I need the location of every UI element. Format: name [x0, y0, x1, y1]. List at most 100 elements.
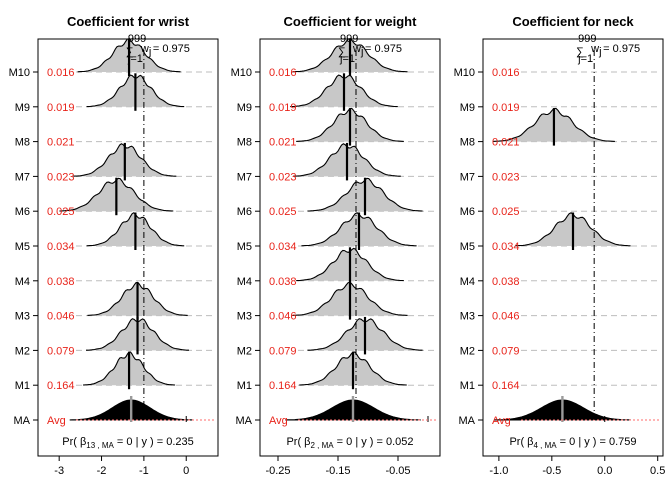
model-label-m7: M7 [237, 171, 252, 183]
weight-label: 0.164 [47, 380, 75, 392]
model-label-m9: M9 [15, 102, 30, 114]
model-label-m8: M8 [460, 137, 475, 149]
prob-zero-label: Pr( β2 , MA = 0 | y ) = 0.052 [286, 436, 413, 450]
model-label-ma: MA [14, 415, 31, 427]
model-label-ma: MA [459, 415, 476, 427]
weight-label: 0.023 [492, 171, 520, 183]
sum-w: w [352, 43, 361, 55]
sum-w-sub: j [148, 46, 151, 58]
prob-zero-label: Pr( β4 , MA = 0 | y ) = 0.759 [509, 436, 636, 450]
weight-label: 0.079 [47, 345, 75, 357]
model-label-m6: M6 [237, 206, 252, 218]
sum-lower: j=1 [339, 53, 355, 65]
model-label-m10: M10 [9, 67, 30, 79]
weight-label: Avg [269, 415, 288, 427]
panel-1: Coefficient for wristM10M9M8M7M6M5M4M3M2… [9, 14, 219, 477]
weight-label: 0.019 [269, 102, 297, 114]
model-label-m1: M1 [15, 380, 30, 392]
weight-label: 0.046 [47, 311, 75, 323]
weight-label: 0.079 [269, 345, 297, 357]
model-label-m10: M10 [231, 67, 252, 79]
sum-symbol: ∑ [576, 46, 584, 58]
weight-label: 0.016 [492, 67, 520, 79]
x-tick-label: -1.0 [489, 465, 508, 477]
weight-label: 0.079 [492, 345, 520, 357]
sum-symbol: ∑ [126, 46, 134, 58]
sum-w: w [590, 43, 599, 55]
weight-label: 0.019 [492, 102, 520, 114]
model-label-m1: M1 [460, 380, 475, 392]
model-label-m5: M5 [15, 241, 30, 253]
weight-label: 0.025 [269, 206, 297, 218]
model-label-m4: M4 [237, 276, 252, 288]
x-tick-label: 0.0 [597, 465, 612, 477]
sum-w-sub: j [598, 46, 601, 58]
weight-label: 0.038 [492, 276, 520, 288]
sum-lower: j=1 [577, 53, 593, 65]
model-label-m3: M3 [15, 311, 30, 323]
model-label-m1: M1 [237, 380, 252, 392]
weight-label: 0.023 [47, 171, 75, 183]
model-label-m4: M4 [15, 276, 30, 288]
model-label-m2: M2 [15, 345, 30, 357]
model-label-m8: M8 [237, 137, 252, 149]
x-tick-label: -0.05 [385, 465, 410, 477]
sum-w: w [140, 43, 149, 55]
model-label-m8: M8 [15, 137, 30, 149]
weight-label: 0.019 [47, 102, 75, 114]
model-label-m5: M5 [460, 241, 475, 253]
weight-label: 0.025 [492, 206, 520, 218]
weight-label: 0.034 [269, 241, 297, 253]
sum-upper: 999 [578, 33, 596, 45]
weight-label: 0.046 [269, 311, 297, 323]
panel-3: Coefficient for neck M10 M9 M8 M7 M6 M5 M4 M3 M2 M… [454, 14, 666, 477]
weight-label: 0.025 [47, 206, 75, 218]
weight-label: 0.038 [269, 276, 297, 288]
x-tick-label: -0.25 [265, 465, 290, 477]
weight-label: 0.034 [492, 241, 520, 253]
sum-value: = 0.975 [153, 43, 190, 55]
x-tick-label: -1 [139, 465, 149, 477]
weight-label: 0.016 [269, 67, 297, 79]
weight-label: 0.038 [47, 276, 75, 288]
model-label-m3: M3 [460, 311, 475, 323]
weight-label: 0.164 [269, 380, 297, 392]
model-label-m7: M7 [460, 171, 475, 183]
sum-w-sub: j [360, 46, 363, 58]
model-label-m2: M2 [460, 345, 475, 357]
weight-label: 0.046 [492, 311, 520, 323]
sum-lower: j=1 [127, 53, 143, 65]
weight-label: Avg [492, 415, 511, 427]
model-label-m2: M2 [237, 345, 252, 357]
sum-upper: 999 [128, 33, 146, 45]
x-tick-label: 0.5 [650, 465, 665, 477]
x-tick-label: -0.15 [325, 465, 350, 477]
model-label-ma: MA [236, 415, 253, 427]
model-label-m4: M4 [460, 276, 475, 288]
panel-title: Coefficient for neck [512, 14, 634, 29]
model-label-m5: M5 [237, 241, 252, 253]
model-label-m7: M7 [15, 171, 30, 183]
model-label-m10: M10 [454, 67, 475, 79]
sum-value: = 0.975 [603, 43, 640, 55]
model-label-m9: M9 [460, 102, 475, 114]
weight-label: 0.021 [492, 137, 520, 149]
prob-zero-label: Pr( β13 , MA = 0 | y ) = 0.235 [62, 436, 194, 450]
weight-label: 0.164 [492, 380, 520, 392]
weight-label: 0.023 [269, 171, 297, 183]
weight-label: Avg [47, 415, 66, 427]
weight-label: 0.016 [47, 67, 75, 79]
weight-label: 0.021 [269, 137, 297, 149]
plot-frame [482, 38, 664, 457]
x-tick-label: 0 [183, 465, 189, 477]
x-tick-label: -3 [54, 465, 64, 477]
model-label-m6: M6 [460, 206, 475, 218]
panel-title: Coefficient for wrist [67, 14, 190, 29]
panel-title: Coefficient for weight [284, 14, 418, 29]
sum-symbol: ∑ [338, 46, 346, 58]
x-tick-label: -0.5 [542, 465, 561, 477]
model-label-m3: M3 [237, 311, 252, 323]
model-label-m6: M6 [15, 206, 30, 218]
sum-value: = 0.975 [365, 43, 402, 55]
